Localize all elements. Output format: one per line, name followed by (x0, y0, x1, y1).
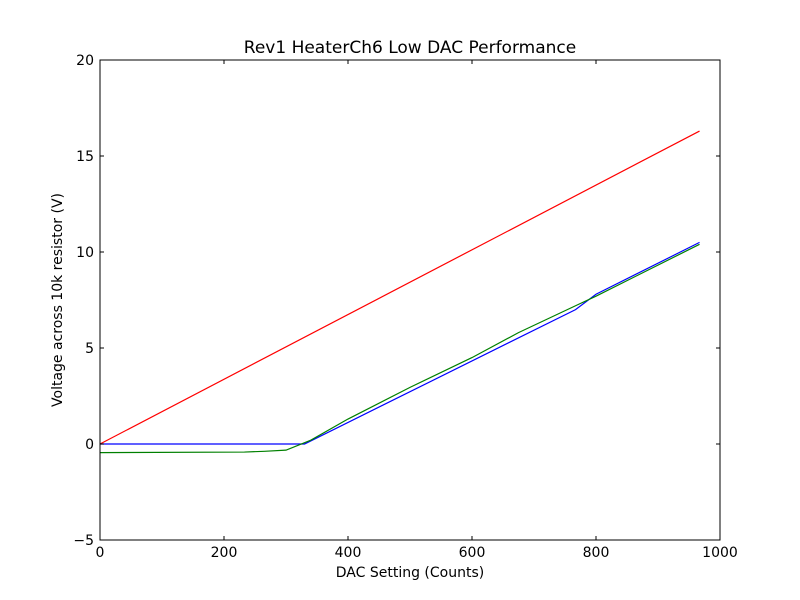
x-tick-label: 600 (459, 545, 486, 561)
x-axis-title: DAC Setting (Counts) (336, 565, 484, 581)
plot-frame (99, 59, 721, 541)
y-tick-label: 0 (85, 437, 94, 453)
series-line-ideal (99, 130, 700, 445)
y-tick-label: 15 (76, 149, 94, 165)
y-tick-label: 20 (76, 53, 94, 69)
plot-area (100, 60, 720, 540)
x-tick-label: 1000 (702, 545, 738, 561)
series-layer (99, 130, 700, 454)
y-tick-label: −5 (73, 533, 94, 549)
series-line-green (99, 243, 700, 454)
y-axis-title: Voltage across 10k resistor (V) (50, 193, 66, 407)
y-tick-label: 5 (85, 341, 94, 357)
x-tick-label: 200 (211, 545, 238, 561)
x-tick-label: 800 (583, 545, 610, 561)
chart-title: Rev1 HeaterCh6 Low DAC Performance (244, 38, 576, 58)
x-tick-label: 400 (335, 545, 362, 561)
y-tick-label: 10 (76, 245, 94, 261)
x-tick-label: 0 (96, 545, 105, 561)
series-line-blue (100, 241, 700, 445)
